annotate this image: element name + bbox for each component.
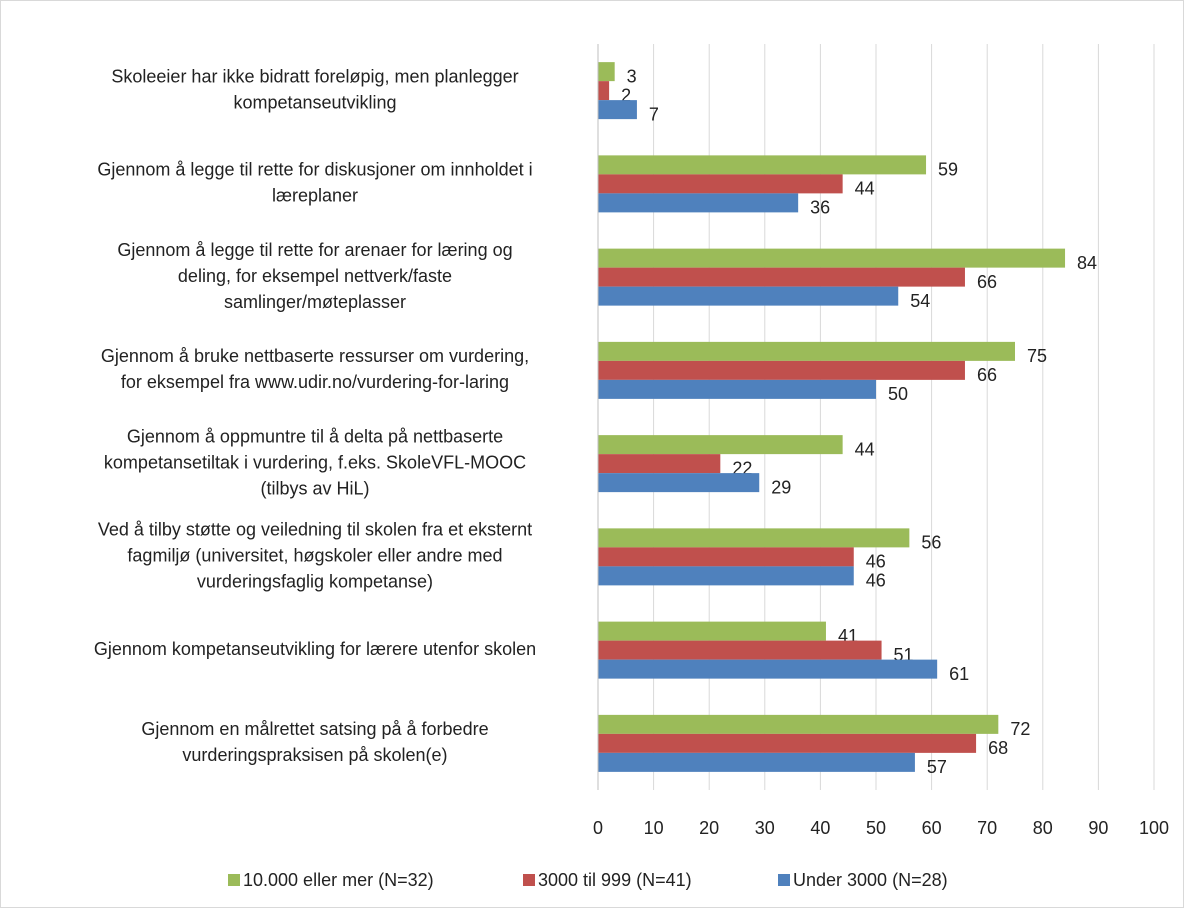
x-tick-label: 20 [699,818,719,838]
value-label: 29 [771,477,791,497]
bar [598,528,910,548]
category-label: vurderingsfaglig kompetanse) [197,572,433,592]
bar [598,267,965,287]
bar [598,360,965,380]
category-label: for eksempel fra www.udir.no/vurdering-f… [121,372,509,392]
value-label: 57 [927,757,947,777]
value-label: 44 [855,179,875,199]
value-label: 72 [1010,719,1030,739]
x-tick-label: 90 [1088,818,1108,838]
value-label: 36 [810,198,830,218]
legend-swatch [778,874,790,886]
value-label: 68 [988,738,1008,758]
bar [598,473,760,493]
category-label: Gjennom å legge til rette for diskusjone… [97,160,532,180]
bar [598,341,1015,361]
x-tick-label: 80 [1033,818,1053,838]
bar [598,714,999,734]
category-label: fagmiljø (universitet, høgskoler eller a… [127,546,502,566]
category-label: kompetanseutvikling [233,92,396,112]
legend-swatch [228,874,240,886]
value-label: 54 [910,291,930,311]
category-label: Gjennom en målrettet satsing på å forbed… [141,719,488,739]
category-label: Ved å tilby støtte og veiledning til sko… [98,520,532,540]
value-label: 46 [866,571,886,591]
bar [598,733,977,753]
value-label: 59 [938,160,958,180]
category-label: Gjennom å legge til rette for arenaer fo… [117,240,512,260]
bar [598,379,876,399]
legend-swatch [523,874,535,886]
bar [598,752,915,772]
x-tick-label: 100 [1139,818,1169,838]
bar [598,248,1066,268]
value-label: 44 [855,439,875,459]
value-label: 50 [888,384,908,404]
value-label: 3 [627,66,637,86]
category-label: Gjennom å oppmuntre til å delta på nettb… [127,426,503,446]
category-label: Skoleeier har ikke bidratt foreløpig, me… [111,66,518,86]
bar [598,621,826,641]
x-tick-label: 0 [593,818,603,838]
bar [598,435,843,455]
value-label: 66 [977,365,997,385]
bar [598,454,721,474]
bar [598,62,615,82]
category-label: Gjennom å bruke nettbaserte ressurser om… [101,346,529,366]
category-label: Gjennom kompetanseutvikling for lærere u… [94,639,536,659]
bar [598,155,927,175]
x-tick-label: 60 [922,818,942,838]
bar [598,640,882,660]
x-tick-label: 10 [644,818,664,838]
x-tick-label: 50 [866,818,886,838]
bar [598,659,938,679]
value-label: 66 [977,272,997,292]
value-label: 56 [921,533,941,553]
value-label: 2 [621,85,631,105]
category-label: (tilbys av HiL) [260,478,369,498]
legend-label: 10.000 eller mer (N=32) [243,870,434,890]
bar [598,547,854,567]
bar [598,100,637,120]
bar [598,566,854,586]
bar [598,174,843,194]
bar [598,81,610,101]
bar [598,286,899,306]
legend-label: 3000 til 999 (N=41) [538,870,692,890]
category-label: vurderingspraksisen på skolen(e) [182,745,447,765]
x-tick-label: 30 [755,818,775,838]
category-label: deling, for eksempel nettverk/faste [178,266,452,286]
bar [598,193,799,213]
value-label: 7 [649,104,659,124]
value-label: 61 [949,664,969,684]
category-label: kompetansetiltak i vurdering, f.eks. Sko… [104,452,526,472]
value-label: 75 [1027,346,1047,366]
x-tick-label: 70 [977,818,997,838]
x-tick-label: 40 [810,818,830,838]
category-label: samlinger/møteplasser [224,292,406,312]
value-label: 46 [866,552,886,572]
value-label: 84 [1077,253,1097,273]
legend-label: Under 3000 (N=28) [793,870,948,890]
category-label: læreplaner [272,186,358,206]
